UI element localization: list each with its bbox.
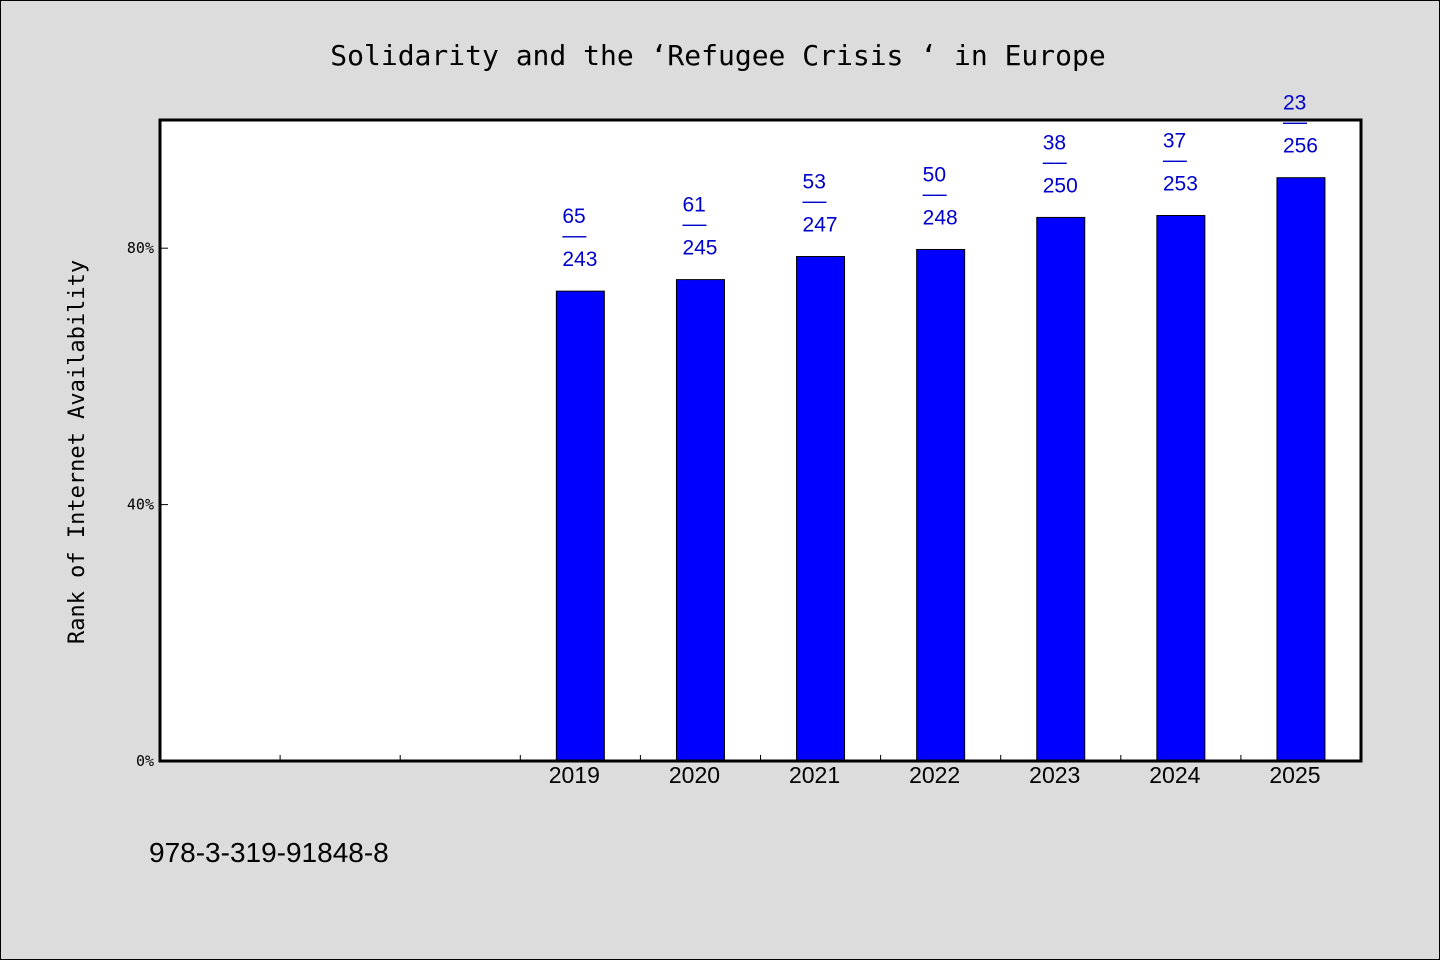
x-tick-label: 2021 — [789, 762, 840, 788]
isbn-label: 978-3-319-91848-8 — [149, 837, 389, 868]
data-label-bottom: 253 — [1163, 173, 1198, 196]
x-tick-label: 2024 — [1149, 762, 1200, 788]
chart-title: Solidarity and the ‘Refugee Crisis ‘ in … — [330, 39, 1105, 72]
data-label-bottom: 250 — [1043, 174, 1078, 197]
data-label-top: 53 — [803, 171, 826, 194]
y-tick-label: 40% — [127, 496, 154, 514]
data-label-separator: —— — [1163, 149, 1187, 172]
x-tick-label: 2019 — [549, 762, 600, 788]
data-label-separator: —— — [1283, 111, 1307, 134]
data-label-separator: —— — [1043, 150, 1067, 173]
data-labels: 65——24361——24553——24750——24838——25037——2… — [562, 92, 1318, 271]
y-tick-labels: 0% 40% 80% — [127, 239, 154, 770]
data-label-top: 61 — [682, 194, 705, 217]
data-label-top: 50 — [923, 163, 946, 186]
x-tick-label: 2025 — [1269, 762, 1320, 788]
bar-2019 — [555, 290, 605, 762]
data-label-bottom: 256 — [1283, 135, 1318, 158]
bar-2022 — [916, 248, 966, 762]
data-label-separator: —— — [923, 182, 947, 205]
data-label-top: 37 — [1163, 130, 1186, 153]
bar-2025 — [1276, 177, 1326, 762]
data-label-top: 23 — [1283, 92, 1306, 115]
data-label-top: 65 — [562, 205, 585, 228]
bar-2023 — [1036, 216, 1086, 762]
data-label-top: 38 — [1043, 131, 1066, 154]
data-label-separator: —— — [682, 213, 706, 236]
x-tick-labels: 2019 2020 2021 2022 2023 2024 2025 — [549, 762, 1321, 788]
data-label-separator: —— — [803, 190, 827, 213]
y-tick-label: 0% — [136, 752, 154, 770]
data-label-bottom: 248 — [923, 206, 958, 229]
bars — [555, 177, 1326, 762]
y-axis-label: Rank of Internet Availability — [65, 260, 90, 644]
bar-2021 — [796, 256, 846, 762]
bar-2020 — [675, 279, 725, 762]
x-tick-label: 2023 — [1029, 762, 1080, 788]
plot-frame — [158, 118, 1363, 763]
data-label-bottom: 247 — [803, 214, 838, 237]
data-label-bottom: 245 — [682, 237, 717, 260]
data-label-separator: —— — [562, 224, 586, 247]
y-tick-label: 80% — [127, 239, 154, 257]
data-label-bottom: 243 — [562, 248, 597, 271]
x-tick-label: 2020 — [669, 762, 720, 788]
x-tick-label: 2022 — [909, 762, 960, 788]
bar-2024 — [1156, 215, 1206, 762]
